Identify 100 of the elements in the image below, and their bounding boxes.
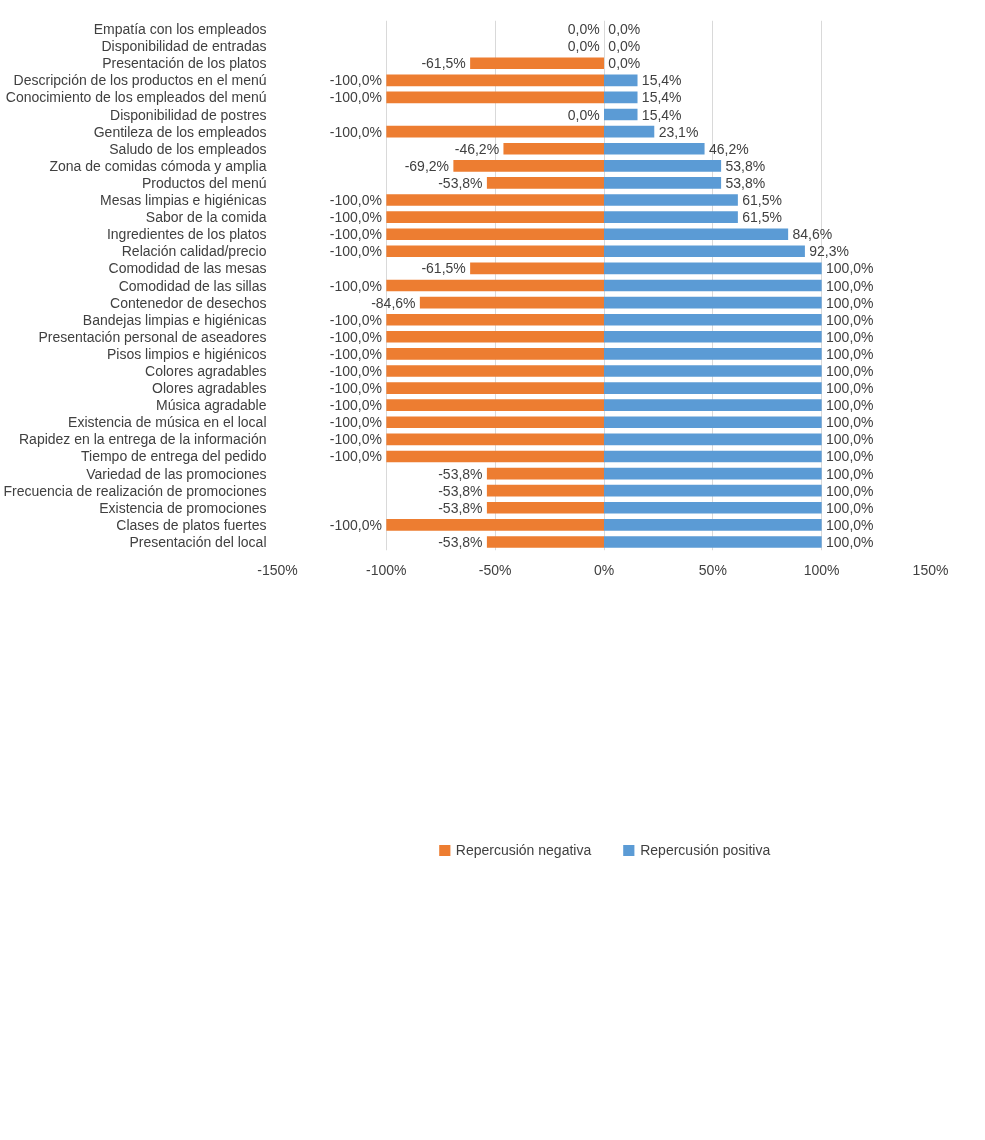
- bar: [604, 194, 738, 206]
- x-tick-label: 50%: [698, 561, 727, 578]
- bar: [604, 91, 638, 104]
- bar: [470, 262, 604, 275]
- bar: [604, 296, 822, 309]
- y-tick-label: Productos del menú: [141, 174, 267, 191]
- data-label: 92,3%: [809, 243, 849, 260]
- data-label: 100,0%: [826, 431, 874, 448]
- y-tick-label: Presentación de los platos: [102, 55, 267, 72]
- data-label: -100,0%: [329, 414, 382, 431]
- bar: [604, 74, 638, 87]
- bar: [604, 313, 822, 326]
- y-tick-label: Existencia de promociones: [99, 499, 267, 516]
- data-label: 0,0%: [608, 21, 641, 38]
- bar: [386, 365, 604, 377]
- bar: [386, 194, 604, 206]
- bar: [604, 365, 822, 377]
- data-label: -100,0%: [329, 192, 382, 209]
- bar: [604, 348, 822, 360]
- bar: [386, 382, 604, 394]
- data-label: -100,0%: [329, 243, 382, 260]
- bar: [604, 279, 822, 292]
- y-tick-label: Ingredientes de los platos: [106, 226, 267, 243]
- data-label: -69,2%: [404, 157, 450, 174]
- data-label: -100,0%: [329, 277, 382, 294]
- bar: [386, 330, 604, 343]
- y-tick-label: Disponibilidad de postres: [110, 106, 267, 123]
- y-tick-label: Pisos limpios e higiénicos: [106, 345, 267, 362]
- bar: [386, 433, 604, 446]
- y-tick-label: Clases de platos fuertes: [116, 516, 267, 533]
- data-label: 23,1%: [658, 123, 699, 140]
- y-tick-label: Existencia de música en el local: [68, 414, 267, 431]
- data-label: 15,4%: [641, 72, 682, 89]
- data-label: 15,4%: [641, 89, 682, 106]
- bar: [604, 245, 805, 258]
- data-label: 0,0%: [608, 55, 641, 72]
- bar: [503, 142, 604, 155]
- bar: [486, 536, 604, 548]
- data-label: 100,0%: [826, 482, 874, 499]
- bar: [604, 416, 822, 429]
- bar: [386, 211, 604, 223]
- legend-label: Repercusión positiva: [640, 842, 771, 858]
- x-tick-label: 0%: [593, 561, 615, 578]
- data-label: -100,0%: [329, 311, 382, 328]
- data-label: 84,6%: [792, 226, 833, 243]
- bar: [604, 501, 822, 514]
- data-label: -100,0%: [329, 380, 382, 397]
- data-label: -100,0%: [329, 209, 382, 226]
- bar: [386, 399, 604, 411]
- y-tick-label: Gentileza de los empleados: [93, 123, 267, 140]
- bar: [386, 91, 604, 104]
- y-tick-label: Saludo de los empleados: [109, 140, 267, 157]
- y-tick-label: Música agradable: [155, 397, 267, 414]
- data-label: 15,4%: [641, 106, 682, 123]
- data-label: 100,0%: [826, 345, 874, 362]
- y-tick-label: Comodidad de las mesas: [108, 260, 267, 277]
- data-label: -100,0%: [329, 89, 382, 106]
- bar: [604, 211, 738, 223]
- data-label: -100,0%: [329, 362, 382, 379]
- data-label: 61,5%: [742, 192, 782, 209]
- data-label: -53,8%: [438, 533, 483, 550]
- bar: [604, 467, 822, 480]
- data-label: 100,0%: [826, 311, 874, 328]
- bar: [386, 228, 604, 241]
- x-tick-label: -50%: [478, 561, 512, 578]
- data-label: -61,5%: [421, 55, 466, 72]
- data-label: -46,2%: [454, 140, 500, 157]
- data-label: 0,0%: [608, 38, 641, 55]
- bar: [386, 519, 604, 531]
- bar: [386, 74, 604, 87]
- data-label: -100,0%: [329, 226, 382, 243]
- bar: [604, 228, 789, 241]
- bar: [386, 348, 604, 360]
- y-tick-label: Bandejas limpias e higiénicas: [82, 311, 267, 328]
- y-tick-label: Comodidad de las sillas: [118, 277, 267, 294]
- bar: [604, 177, 722, 189]
- legend-label: Repercusión negativa: [455, 842, 592, 858]
- bar: [604, 382, 822, 394]
- data-label: 100,0%: [826, 380, 874, 397]
- bar: [486, 177, 604, 189]
- y-tick-label: Rapidez en la entrega de la información: [19, 431, 267, 448]
- data-label: -53,8%: [438, 482, 483, 499]
- bar: [604, 399, 822, 411]
- data-label: -61,5%: [421, 260, 466, 277]
- data-label: 0,0%: [567, 106, 600, 123]
- bar: [604, 108, 638, 121]
- bar: [470, 57, 604, 70]
- bar: [604, 519, 822, 531]
- bar: [486, 501, 604, 514]
- bar: [386, 279, 604, 292]
- data-label: -84,6%: [371, 294, 416, 311]
- x-tick-label: -150%: [257, 561, 298, 578]
- data-label: 100,0%: [826, 397, 874, 414]
- data-label: 100,0%: [826, 277, 874, 294]
- data-label: -100,0%: [329, 123, 382, 140]
- x-tick-label: 100%: [803, 561, 840, 578]
- bar: [419, 296, 604, 309]
- data-label: 100,0%: [826, 499, 874, 516]
- y-tick-label: Presentación del local: [129, 533, 267, 550]
- data-label: 100,0%: [826, 260, 874, 277]
